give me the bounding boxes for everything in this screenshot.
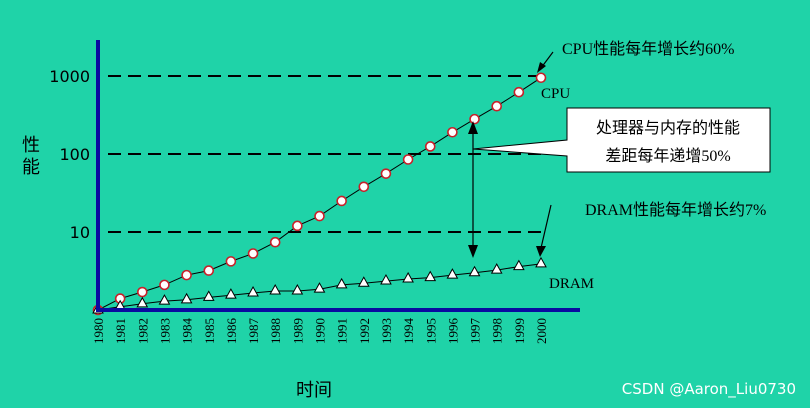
point-dram-1996 [446,268,459,279]
x-tick-label-1981: 1981 [113,318,128,344]
y-tick-label-10: 10 [70,223,90,242]
series-markers [92,72,547,316]
point-dram-1986 [225,288,237,299]
point-dram-1995 [424,270,437,282]
x-tick-label-1986: 1986 [224,318,239,345]
point-dram-1988 [269,284,282,295]
series-label-dram: DRAM [549,276,594,292]
point-cpu-1983 [159,279,170,291]
gap-arrowhead-top [468,121,478,134]
cpu-rate-annotation: CPU性能每年增长约60% [562,40,734,58]
y-axis-label-char-1: 性 [22,135,40,156]
x-tick-label-1994: 1994 [401,318,416,345]
x-tick-label-1984: 1984 [180,318,195,345]
x-tick-label-1987: 1987 [246,318,261,345]
point-cpu-1997 [469,113,480,125]
point-dram-1992 [357,276,370,287]
point-dram-1983 [158,294,171,305]
point-cpu-1992 [358,181,370,193]
point-dram-1985 [202,290,215,301]
point-dram-1990 [313,282,326,293]
point-cpu-1994 [402,154,414,165]
x-tick-label-1991: 1991 [335,318,350,344]
axes [96,40,580,312]
point-cpu-1990 [314,210,325,222]
x-tick-label-1999: 1999 [512,318,527,344]
point-dram-1994 [402,271,414,283]
y-tick-labels: 10 100 1000 [49,67,90,242]
x-tick-label-1995: 1995 [423,318,438,344]
point-dram-1987 [247,286,259,297]
point-dram-2000 [535,256,547,268]
point-cpu-1996 [447,126,458,138]
point-cpu-1999 [513,86,525,98]
series-label-cpu: CPU [541,86,570,102]
cpu-annotation-arrowhead [537,62,546,73]
x-tick-label-1992: 1992 [357,318,372,344]
point-cpu-1988 [269,236,281,248]
x-tick-label-1997: 1997 [468,318,483,345]
x-tick-label-1980: 1980 [91,318,106,344]
x-tick-label-1998: 1998 [490,318,505,344]
x-axis-label: 时间 [296,380,332,401]
point-cpu-1993 [380,168,392,179]
point-dram-1991 [335,277,348,289]
gap-callout-line-1: 处理器与内存的性能 [596,119,740,137]
point-cpu-1995 [424,141,436,152]
gap-arrowhead-bottom [468,245,478,258]
x-tick-label-1985: 1985 [202,318,217,344]
x-tick-label-1993: 1993 [379,318,394,344]
point-dram-1993 [380,274,392,285]
dram-annotation-arrow [540,204,552,249]
grid-lines [108,75,545,233]
y-tick-label-100: 100 [59,145,90,164]
point-cpu-1987 [247,248,259,259]
point-cpu-1984 [181,269,192,281]
dram-rate-annotation: DRAM性能每年增长约7% [585,201,766,219]
point-cpu-1985 [203,265,215,276]
point-dram-1984 [180,292,193,304]
x-tick-label-1990: 1990 [313,318,328,344]
point-dram-1999 [513,259,525,271]
point-cpu-1998 [491,100,503,112]
y-axis-label-char-2: 能 [22,157,40,178]
x-tick-label-1989: 1989 [290,318,305,344]
point-cpu-1989 [292,220,303,232]
point-cpu-1982 [137,286,148,298]
point-cpu-1991 [336,195,347,207]
x-tick-label-1983: 1983 [157,318,172,344]
x-tick-labels: 1980 1981 1982 1983 1984 1985 1986 1987 1988 1989… [91,318,549,345]
watermark: CSDN @Aaron_Liu0730 [621,380,796,398]
y-tick-label-1000: 1000 [49,67,90,86]
point-dram-1997 [468,265,481,277]
point-dram-1982 [136,296,149,308]
point-cpu-2000 [535,72,547,84]
x-tick-label-2000: 2000 [534,318,549,344]
gap-callout-box [472,107,771,173]
x-tick-label-1996: 1996 [445,318,460,345]
x-tick-label-1988: 1988 [268,318,283,344]
point-cpu-1986 [225,256,237,267]
point-dram-1998 [490,263,503,274]
dram-annotation-arrowhead [536,246,546,257]
x-tick-label-1982: 1982 [135,318,150,344]
point-dram-1989 [291,284,304,295]
gap-callout-line-2: 差距每年递增50% [605,147,730,165]
